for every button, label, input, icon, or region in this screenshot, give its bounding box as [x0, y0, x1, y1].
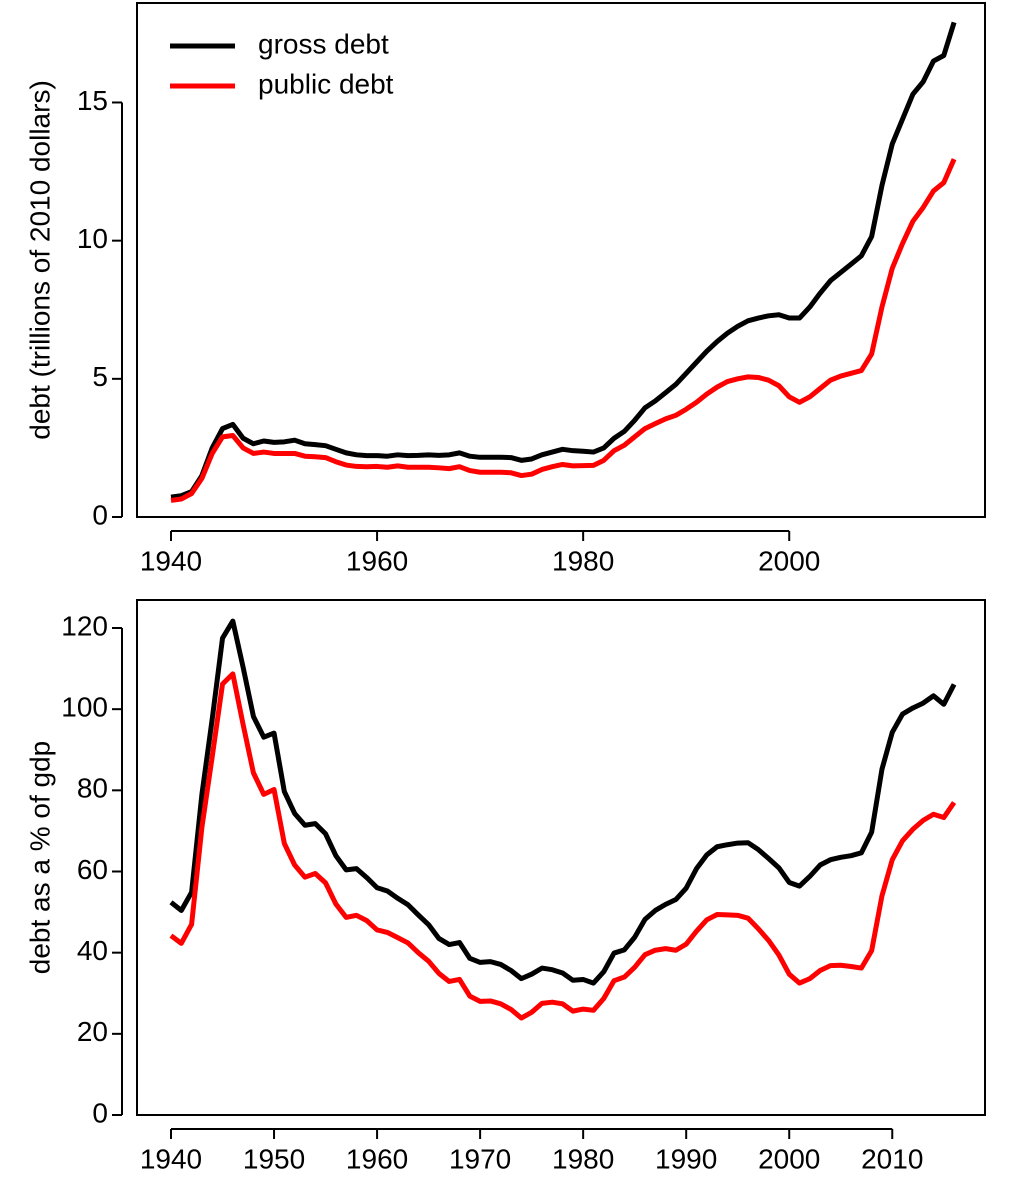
x-tick-label: 1940 — [140, 1143, 202, 1174]
y-tick-label: 0 — [92, 499, 108, 530]
y-axis-label: debt (trillions of 2010 dollars) — [24, 80, 55, 440]
y-tick-label: 5 — [92, 361, 108, 392]
x-tick-label: 1960 — [346, 1143, 408, 1174]
y-tick-label: 40 — [77, 935, 108, 966]
panel: 0 20 40 60 80 100 120 1940 1950 1960 1970 1980 1990 2… — [24, 599, 986, 1174]
plot-frame — [136, 2, 986, 518]
y-tick-label: 20 — [77, 1016, 108, 1047]
x-tick-label: 1980 — [552, 1143, 614, 1174]
x-tick-label: 1990 — [655, 1143, 717, 1174]
x-tick-label: 2010 — [861, 1143, 923, 1174]
y-tick-label: 10 — [77, 223, 108, 254]
y-tick-label: 80 — [77, 773, 108, 804]
y-tick-label: 120 — [61, 610, 108, 641]
legend-label: gross debt — [258, 28, 389, 59]
y-tick-label: 15 — [77, 85, 108, 116]
y-tick-label: 0 — [92, 1097, 108, 1128]
x-tick-label: 1950 — [243, 1143, 305, 1174]
data-line — [169, 618, 957, 986]
x-tick-label: 2000 — [758, 1143, 820, 1174]
y-axis-label: debt as a % of gdp — [24, 741, 55, 975]
data-line — [170, 158, 957, 503]
data-line — [169, 671, 957, 1021]
panel: 0 5 10 15 1940 1960 1980 2000 debt (trillions of… — [24, 2, 986, 576]
x-tick-label: 2000 — [758, 545, 820, 576]
legend-label: public debt — [258, 68, 394, 99]
x-tick-label: 1980 — [552, 545, 614, 576]
x-tick-label: 1970 — [449, 1143, 511, 1174]
x-tick-label: 1960 — [346, 545, 408, 576]
data-line — [170, 21, 957, 500]
y-tick-label: 100 — [61, 692, 108, 723]
x-tick-label: 1940 — [140, 545, 202, 576]
plot-frame — [136, 599, 986, 1116]
y-tick-label: 60 — [77, 854, 108, 885]
